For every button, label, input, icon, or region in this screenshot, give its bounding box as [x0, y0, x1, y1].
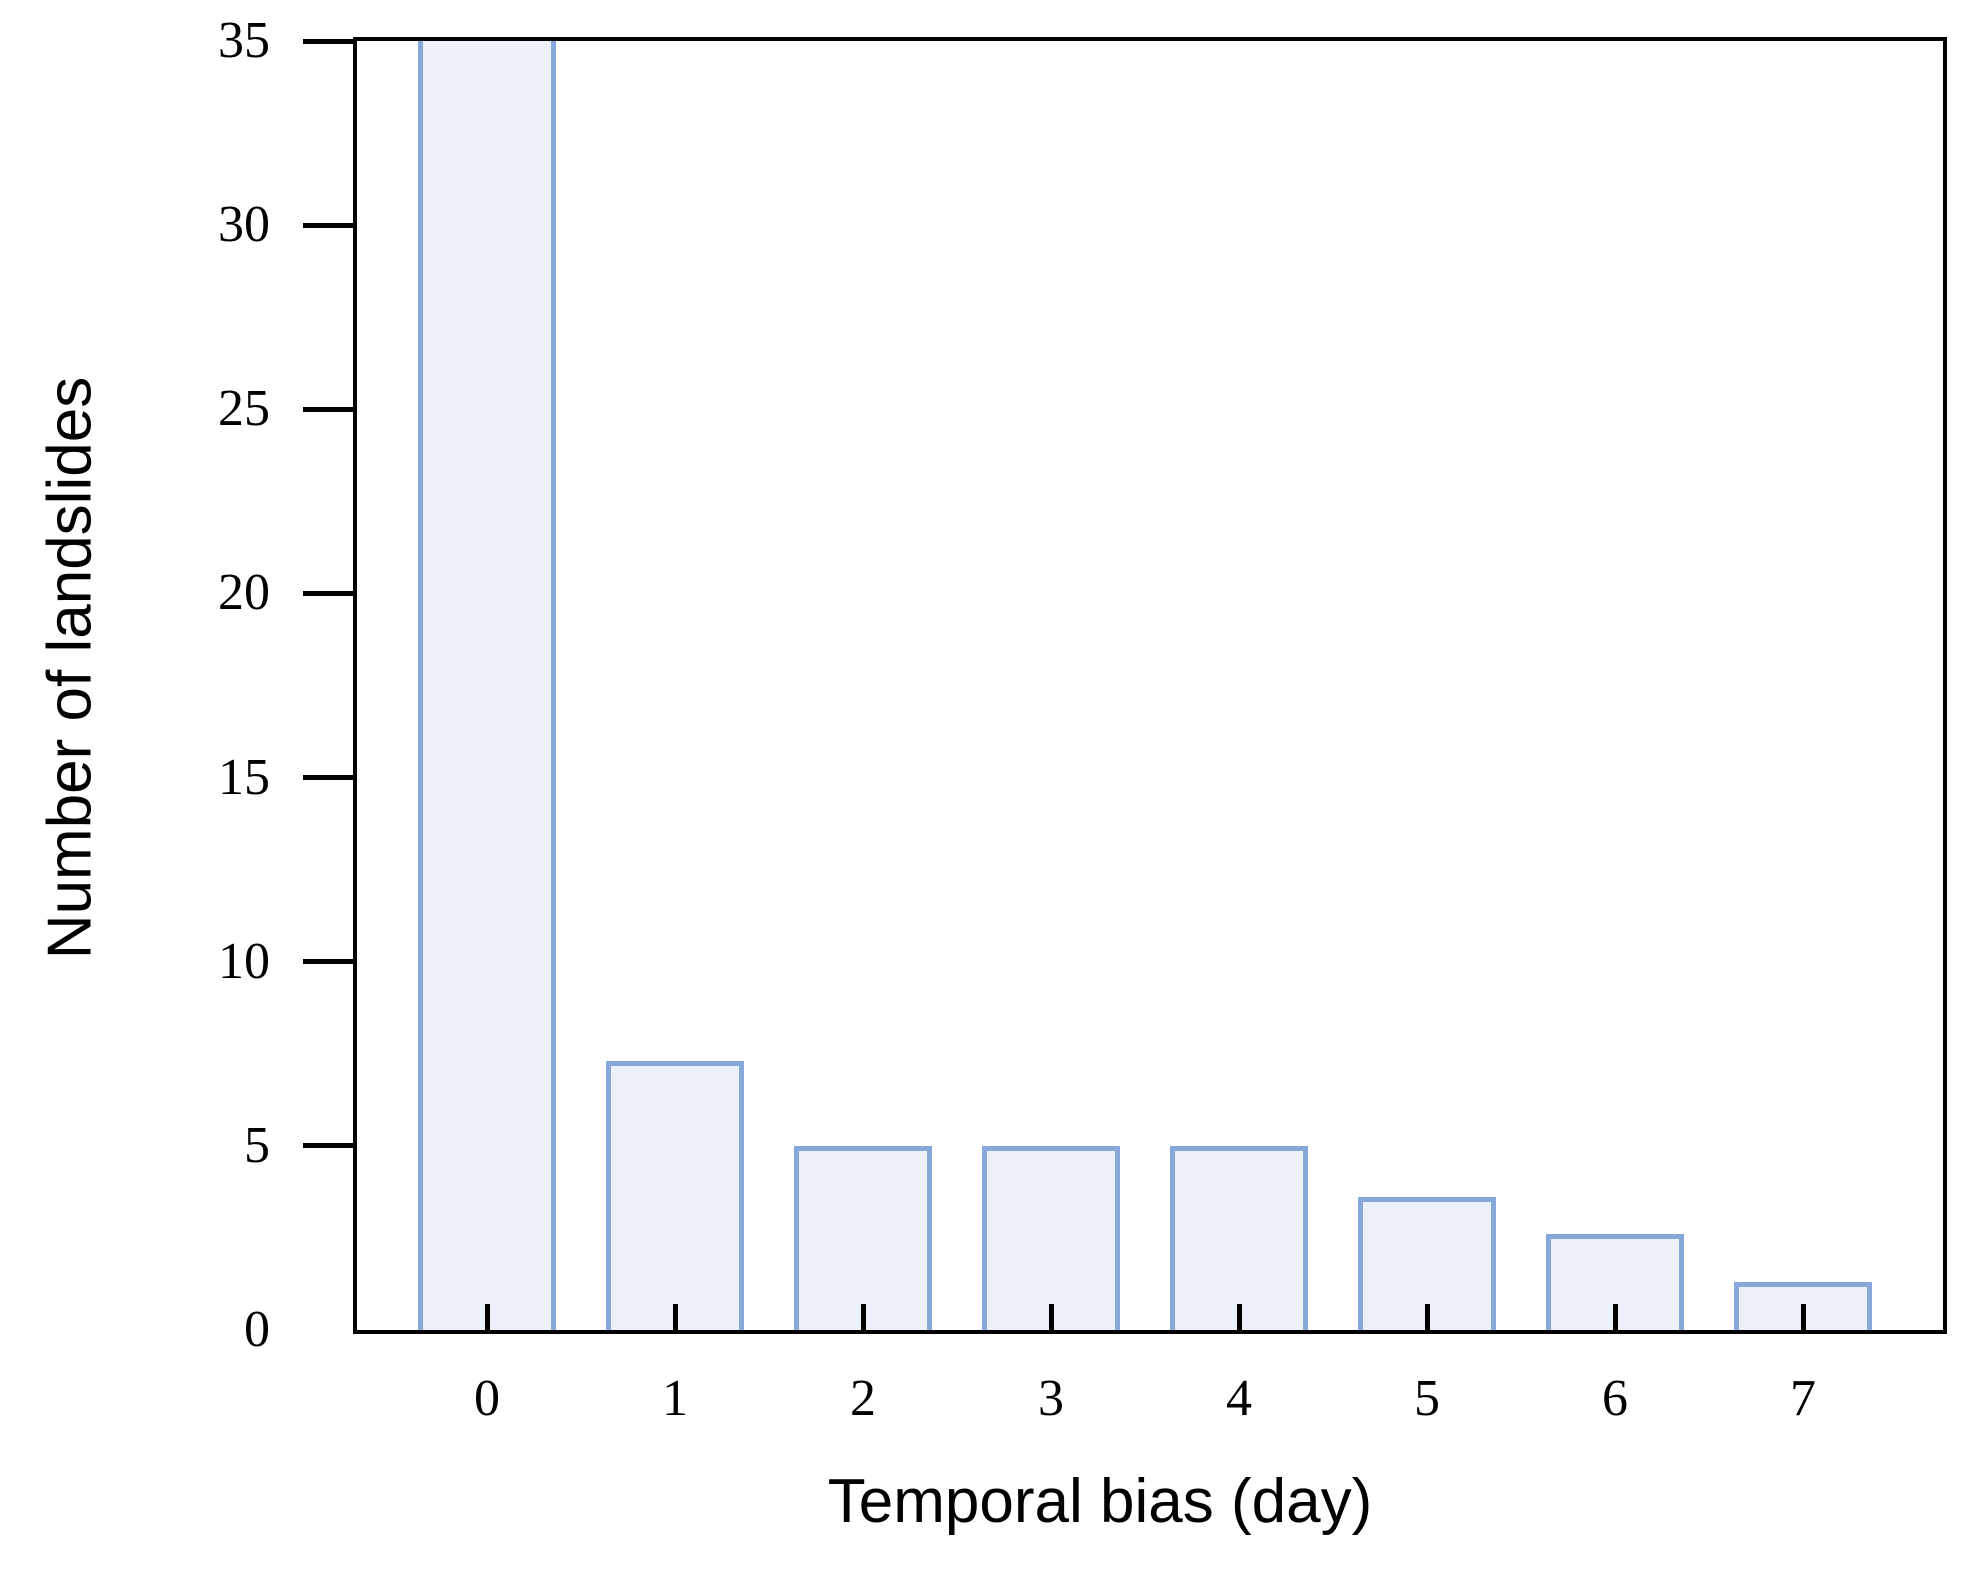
x-tick-label-5: 5	[1414, 1370, 1440, 1427]
plot-area	[353, 37, 1947, 1334]
y-tick-25	[303, 407, 353, 412]
bar-day-4	[1170, 1146, 1308, 1330]
bar-day-3	[982, 1146, 1120, 1330]
x-tick-7	[1801, 1304, 1806, 1330]
y-tick-15	[303, 775, 353, 780]
x-tick-label-4: 4	[1226, 1370, 1252, 1427]
x-tick-label-6: 6	[1602, 1370, 1628, 1427]
x-tick-5	[1425, 1304, 1430, 1330]
y-tick-5	[303, 1143, 353, 1148]
y-tick-20	[303, 591, 353, 596]
x-tick-label-1: 1	[662, 1370, 688, 1427]
y-tick-label-25: 25	[218, 380, 270, 437]
x-axis-title: Temporal bias (day)	[827, 1467, 1373, 1536]
y-tick-label-5: 5	[244, 1117, 270, 1174]
x-tick-2	[861, 1304, 866, 1330]
x-tick-label-3: 3	[1038, 1370, 1064, 1427]
bar-day-2	[794, 1146, 932, 1330]
x-tick-1	[673, 1304, 678, 1330]
y-tick-label-30: 30	[218, 196, 270, 253]
x-tick-0	[485, 1304, 490, 1330]
y-axis-title-text: Number of landslides	[35, 376, 105, 960]
bar-day-1	[606, 1061, 744, 1330]
y-tick-label-15: 15	[218, 749, 270, 806]
x-tick-label-0: 0	[474, 1370, 500, 1427]
y-tick-label-20: 20	[218, 564, 270, 621]
x-tick-3	[1049, 1304, 1054, 1330]
x-tick-label-7: 7	[1790, 1370, 1816, 1427]
bar-day-0	[418, 41, 556, 1330]
y-tick-label-0: 0	[244, 1301, 270, 1358]
x-tick-4	[1237, 1304, 1242, 1330]
y-tick-10	[303, 959, 353, 964]
y-tick-label-10: 10	[218, 933, 270, 990]
x-tick-label-2: 2	[850, 1370, 876, 1427]
x-tick-6	[1613, 1304, 1618, 1330]
y-tick-label-35: 35	[218, 12, 270, 69]
y-tick-35	[303, 39, 353, 44]
y-tick-30	[303, 223, 353, 228]
